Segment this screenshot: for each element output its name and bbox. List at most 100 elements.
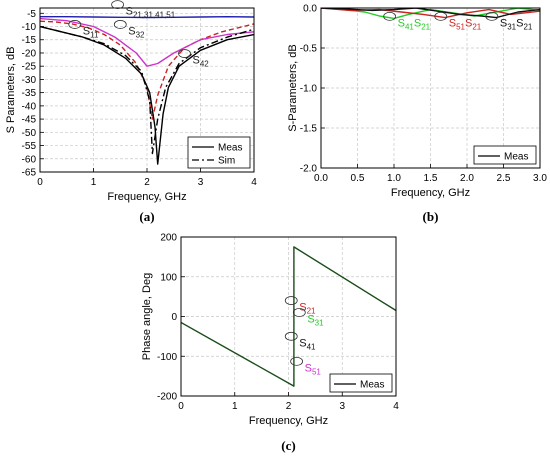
x-tick-label: 4 (251, 177, 257, 188)
y-tick-label: -35 (22, 88, 37, 99)
y-tick-label: -100 (157, 352, 177, 363)
annotation-subscript: 41 (405, 22, 414, 31)
annotation-label: S21,31,41,51​ (126, 6, 176, 20)
y-tick-label: -10 (22, 22, 37, 33)
annotation-label: S41​S21​ (398, 17, 431, 31)
series-group (321, 8, 540, 20)
series-line-5 (40, 25, 254, 155)
y-tick-label: 200 (160, 233, 177, 244)
annotation-subscript: 51 (456, 22, 465, 31)
x-tick-label: 2.0 (460, 173, 474, 184)
annotation-base: S (307, 313, 314, 325)
annotation-ellipse (284, 296, 298, 305)
chart-panel-3: 0 1 2 3 4 200 100 0 -100 -200 Frequency, GHz Phase … (141, 233, 399, 454)
y-axis-label: S-Parameters, dB (287, 44, 299, 131)
annotation-label: S31​ (307, 313, 324, 327)
x-tick-label: 1.0 (387, 173, 401, 184)
annotation-subscript: 41 (307, 342, 316, 351)
annotation-ellipse (485, 11, 499, 21)
x-tick-label: 0 (37, 177, 43, 188)
annotation-base: S (500, 17, 507, 29)
y-tick-label: 100 (160, 272, 177, 283)
annotation-subscript: 31 (507, 22, 516, 31)
y-tick-label: -60 (22, 154, 37, 165)
annotation-subscript: 31 (315, 318, 324, 327)
annotation-label: S31​S21​ (500, 17, 533, 31)
annotation-base: S (398, 17, 405, 29)
annotation-base: S (299, 302, 306, 314)
annotation-base: S (128, 25, 135, 37)
annotation-ellipse (383, 11, 397, 21)
legend: Meas (329, 373, 393, 393)
x-axis-label: Frequency, GHz (107, 191, 186, 203)
annotation-ellipse (111, 0, 124, 10)
annotation-subscript: 42 (200, 60, 209, 69)
chart-panel-2: 0.0 0.5 1.0 1.5 2.0 2.5 3.0 0.0 -0.5 -1.0 -1.5 -2.0… (287, 4, 547, 225)
series-line-3 (40, 17, 254, 67)
y-axis-label: Phase angle, Deg (141, 273, 153, 360)
annotation-ellipse (290, 356, 304, 366)
y-tick-label: -1.0 (300, 84, 318, 95)
annotation-subscript: 11 (90, 30, 99, 39)
legend-box (187, 136, 251, 169)
annotation-label: S42​ (192, 55, 209, 69)
x-tick-label: 3 (339, 401, 345, 412)
annotation-ellipse (68, 20, 82, 29)
annotation-base: S (305, 362, 312, 374)
annotation-label: S41​ (299, 337, 316, 351)
chart-panel-1: 0 1 2 3 4 -5 -10 -15 -20 -25 -30 -35 -40 -45 -50 -55 -60… (5, 0, 257, 224)
series-group (181, 246, 396, 387)
y-tick-label: -30 (22, 75, 37, 86)
annotation-base: S (449, 17, 456, 29)
x-tick-label: 1 (232, 401, 238, 412)
legend-entry: Meas (218, 143, 242, 154)
x-tick-label: 2.5 (497, 173, 511, 184)
x-tick-label: 2 (144, 177, 150, 188)
annotation-label: S32​ (128, 25, 145, 39)
annotation-subscript: 21 (421, 22, 430, 31)
annotation-subscript: 21 (307, 307, 316, 316)
annotation-label: S51​ (305, 362, 322, 376)
annotation-label: S11​ (83, 25, 99, 39)
y-tick-label: -40 (22, 101, 37, 112)
y-tick-label: -45 (22, 115, 37, 126)
legend-box (473, 145, 537, 165)
legend-entry: Meas (360, 380, 384, 391)
y-tick-label: -50 (22, 128, 37, 139)
x-tick-label: 1.5 (424, 173, 438, 184)
annotation-ellipse (178, 49, 191, 58)
annotation-ellipse (113, 20, 127, 29)
y-tick-label: -20 (22, 48, 37, 59)
panel-label: (c) (281, 438, 295, 453)
y-tick-label: -1.5 (300, 124, 318, 135)
y-tick-label: 0.0 (303, 4, 317, 15)
legend-entry: Meas (504, 152, 528, 163)
annotation-subscript: 21 (523, 22, 532, 31)
series-line-1 (181, 246, 396, 387)
y-tick-label: -2.0 (300, 164, 318, 175)
x-axis-label: Frequency, GHz (249, 415, 328, 427)
y-tick-label: -25 (22, 62, 37, 73)
annotation-ellipse (434, 11, 448, 21)
annotation-ellipse (284, 331, 298, 341)
annotation-subscript: 21,31,41,51 (133, 11, 176, 20)
x-tick-label: 2 (286, 401, 292, 412)
y-tick-label: -15 (22, 35, 37, 46)
y-tick-label: -55 (22, 141, 37, 152)
legend: Meas (473, 145, 537, 165)
legend-box (329, 373, 393, 393)
annotation-base: S (516, 17, 523, 29)
annotation-base: S (465, 17, 472, 29)
annotation-base: S (299, 337, 306, 349)
annotation-base: S (414, 17, 421, 29)
x-tick-label: 1 (91, 177, 97, 188)
annotation-subscript: 32 (136, 30, 145, 39)
y-tick-label: 0 (171, 312, 177, 323)
x-axis-label: Frequency, GHz (391, 187, 470, 199)
x-tick-label: 0 (178, 401, 184, 412)
annotation-base: S (83, 25, 90, 37)
annotation-label: S21​ (299, 302, 316, 316)
y-tick-label: -200 (157, 392, 177, 403)
x-tick-label: 0.0 (314, 173, 328, 184)
annotation-label: S51​S21​ (449, 17, 482, 31)
